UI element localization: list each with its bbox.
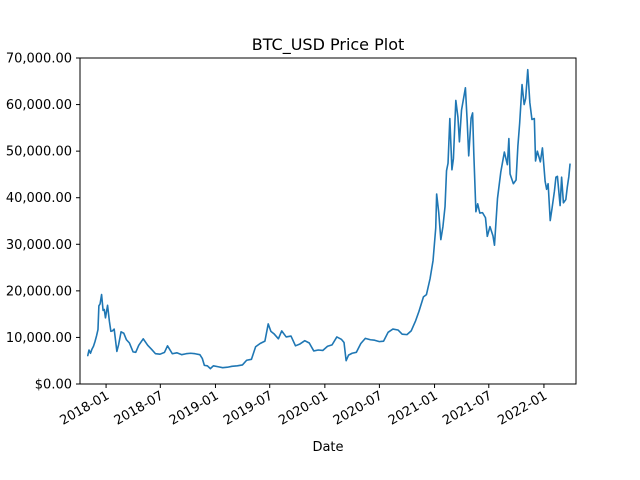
price-series-line (86, 68, 571, 370)
price-line-layer (86, 68, 571, 370)
chart-title: BTC_USD Price Plot (252, 35, 405, 55)
x-axis-title: Date (312, 440, 343, 455)
y-tick-label: 30,000.00 (6, 238, 72, 253)
y-tick-label: 20,000.00 (6, 284, 72, 299)
y-tick-label: 60,000.00 (6, 98, 72, 113)
y-tick-label: 50,000.00 (6, 145, 72, 160)
y-tick-label: 40,000.00 (6, 191, 72, 206)
y-tick-label: $0.00 (35, 378, 72, 393)
y-axis-ticks: $0.00 10,000.00 20,000.00 30,000.00 40,000.0… (6, 52, 80, 393)
y-tick-label: 10,000.00 (6, 331, 72, 346)
plot-frame (79, 57, 577, 385)
y-tick-label: 70,000.00 (6, 52, 72, 67)
